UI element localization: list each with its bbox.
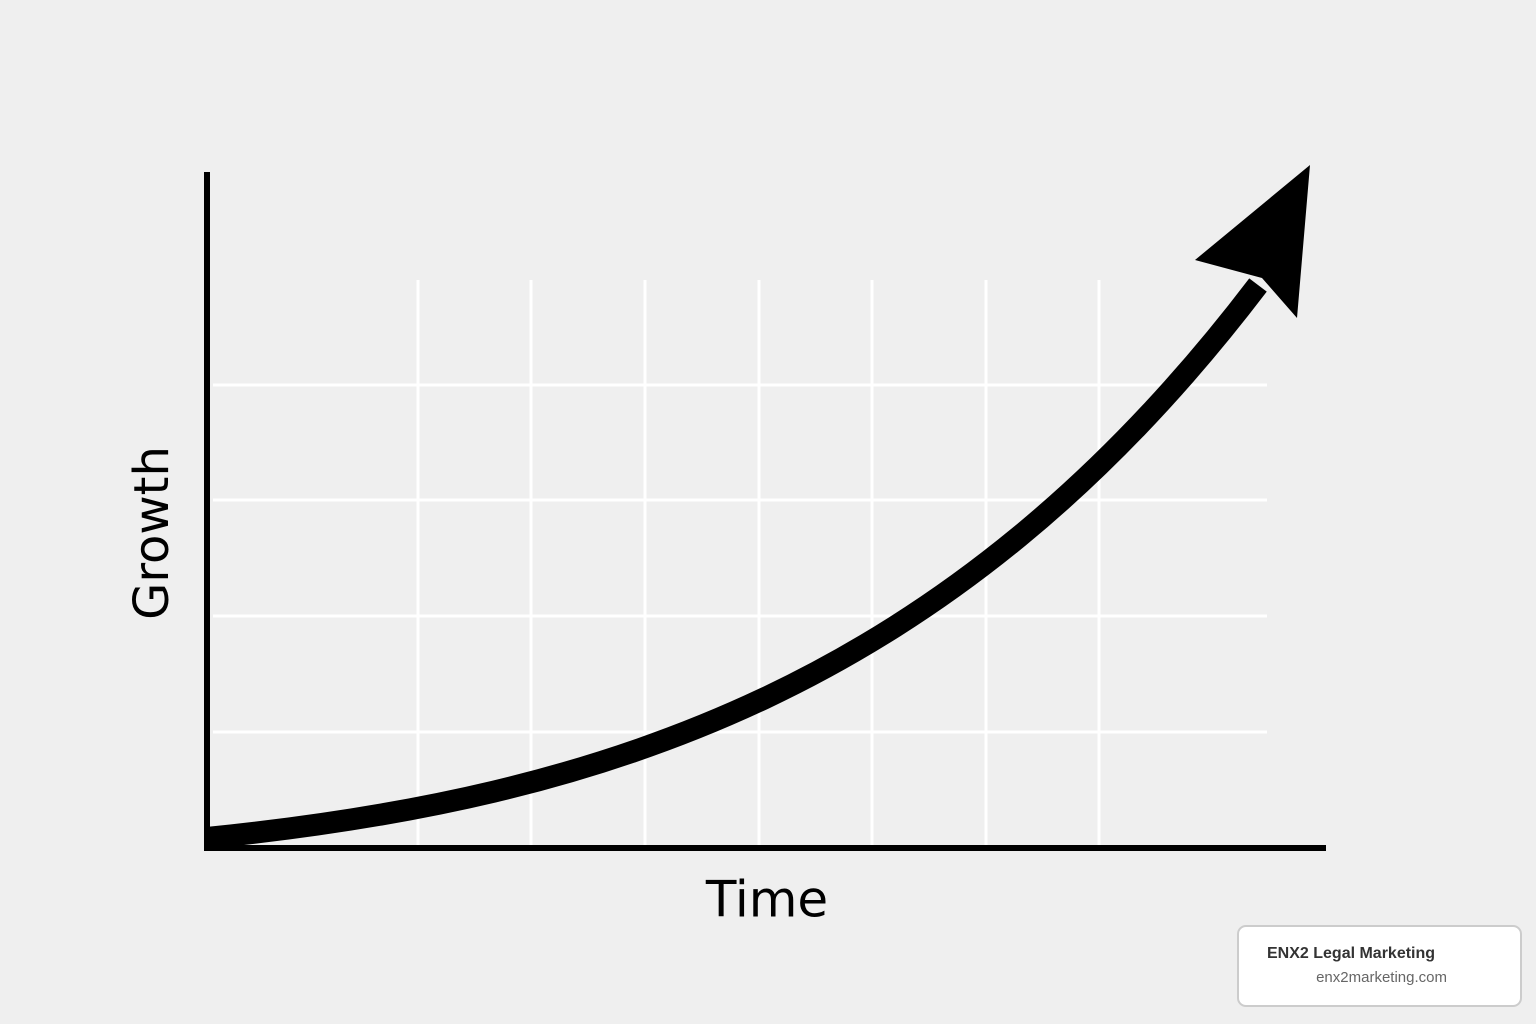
growth-curve <box>205 278 1267 849</box>
x-axis-label: Time <box>705 871 828 929</box>
watermark-box <box>1237 925 1522 1007</box>
arrowhead <box>1195 165 1310 318</box>
grid <box>213 280 1267 845</box>
watermark-title: ENX2 Legal Marketing <box>1267 945 1435 962</box>
watermark-url: enx2marketing.com <box>1316 969 1447 986</box>
y-axis-label: Growth <box>124 446 180 620</box>
